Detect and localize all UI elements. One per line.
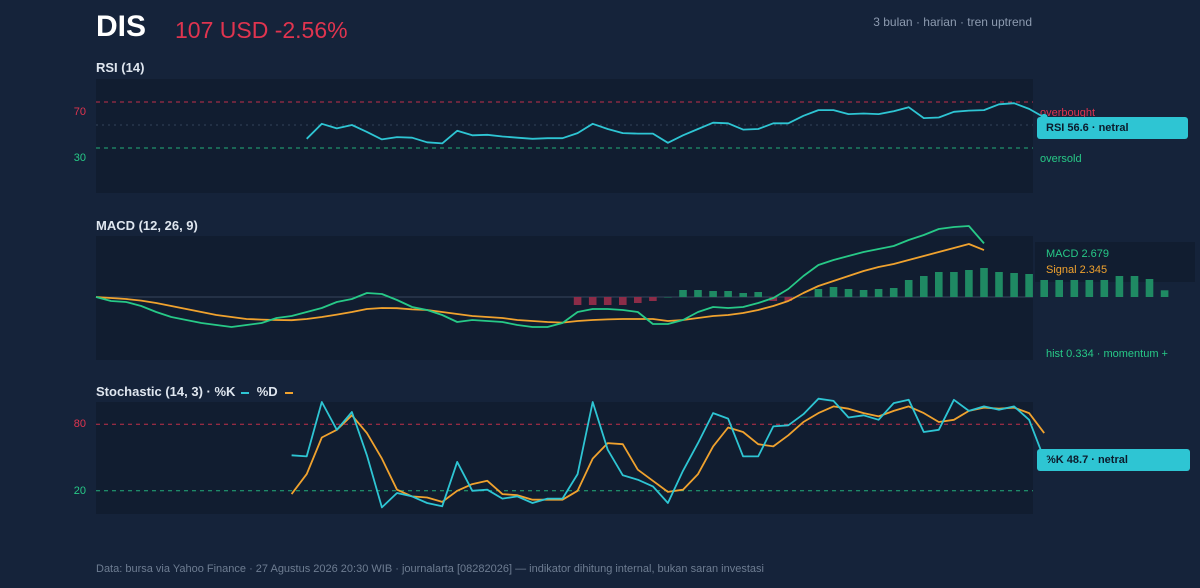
macd-histogram-bar xyxy=(829,287,838,297)
macd-histogram-bar xyxy=(844,289,853,297)
macd-histogram-bar xyxy=(739,293,747,297)
macd-histogram-bar xyxy=(859,290,868,297)
macd-legend-box xyxy=(1035,242,1195,282)
macd-histogram-bar xyxy=(1160,290,1169,297)
rsi-tick-30: 30 xyxy=(73,152,86,164)
macd-panel-bg xyxy=(96,236,1033,360)
stoch-tick-80: 80 xyxy=(73,418,86,430)
signal-line xyxy=(95,243,985,324)
macd-histogram-bar xyxy=(799,297,808,298)
macd-histogram-bar xyxy=(664,297,672,298)
macd-histogram-bar xyxy=(649,297,657,301)
macd-histogram-bar xyxy=(1115,276,1124,297)
macd-histogram-bar xyxy=(724,291,732,297)
rsi-panel-title: RSI (14) xyxy=(96,60,145,75)
macd-histogram-bar xyxy=(619,297,627,305)
stoch-title-text: Stochastic (14, 3) · %K xyxy=(96,384,236,399)
macd-histogram-bar xyxy=(1085,280,1094,297)
stoch-d-legend-swatch xyxy=(285,391,294,394)
macd-histogram-bar xyxy=(679,290,687,297)
rsi-line xyxy=(306,102,1045,145)
macd-histogram-bar xyxy=(634,297,642,303)
rsi-tick-70: 70 xyxy=(73,106,86,118)
rsi-oversold-label: oversold xyxy=(1040,153,1082,165)
macd-line xyxy=(95,225,985,328)
macd-histogram-bar xyxy=(603,297,612,305)
macd-value-label: MACD 2.679 xyxy=(1046,248,1109,260)
stoch-d-line xyxy=(290,405,1045,503)
stoch-k-last-point xyxy=(1040,455,1048,463)
macd-histogram-bar xyxy=(694,290,702,297)
macd-histogram-bar xyxy=(709,291,717,297)
macd-histogram-bar xyxy=(965,270,973,297)
rsi-value-badge: RSI 56.6 · netral xyxy=(1037,117,1188,139)
ticker-symbol: DIS xyxy=(96,10,147,43)
stoch-k-line xyxy=(291,397,1046,509)
signal-value-label: Signal 2.345 xyxy=(1046,264,1108,276)
macd-histogram-bar xyxy=(754,292,762,297)
macd-histogram-bar xyxy=(950,272,958,297)
macd-histogram-bar xyxy=(1100,280,1109,297)
stoch-tick-20: 20 xyxy=(73,485,86,497)
price-change: 107 USD -2.56% xyxy=(175,17,348,43)
macd-histogram-bar xyxy=(588,297,597,305)
macd-histogram-bar xyxy=(1130,276,1139,297)
macd-histogram-bar xyxy=(814,289,823,297)
stoch-value-badge: %K 48.7 · netral xyxy=(1037,449,1190,471)
stoch-k-legend-swatch xyxy=(241,391,250,394)
macd-histogram-bar xyxy=(1010,273,1018,297)
macd-histogram-bar xyxy=(1040,280,1048,297)
histogram-value-label: hist 0.334 · momentum + xyxy=(1046,348,1168,360)
macd-histogram-bar xyxy=(1070,280,1079,297)
macd-panel-title: MACD (12, 26, 9) xyxy=(96,218,198,233)
macd-histogram-bar xyxy=(1055,280,1063,297)
macd-histogram-bar xyxy=(874,289,883,297)
footer-note: Data: bursa via Yahoo Finance · 27 Agust… xyxy=(96,563,764,575)
macd-histogram-bar xyxy=(980,268,988,297)
macd-histogram-bar xyxy=(935,272,943,297)
rsi-last-point xyxy=(1040,113,1048,121)
macd-histogram-bar xyxy=(904,280,913,297)
stoch-panel-title: Stochastic (14, 3) · %K %D xyxy=(96,384,294,399)
macd-histogram-bar xyxy=(889,288,898,297)
macd-histogram-bar xyxy=(995,272,1003,297)
macd-histogram-bar xyxy=(1145,279,1154,297)
rsi-overbought-label: overbought xyxy=(1040,107,1096,119)
macd-histogram-bar xyxy=(784,297,793,301)
rsi-panel-bg xyxy=(96,79,1033,193)
macd-histogram-bar xyxy=(1025,274,1033,297)
stoch-d-legend-label: %D xyxy=(256,384,278,399)
macd-histogram-bar xyxy=(920,276,928,297)
macd-histogram-bar xyxy=(769,297,778,301)
macd-histogram-bar xyxy=(573,297,582,305)
stoch-panel-bg xyxy=(96,402,1033,514)
chart-meta: 3 bulan · harian · tren uptrend xyxy=(873,15,1032,29)
